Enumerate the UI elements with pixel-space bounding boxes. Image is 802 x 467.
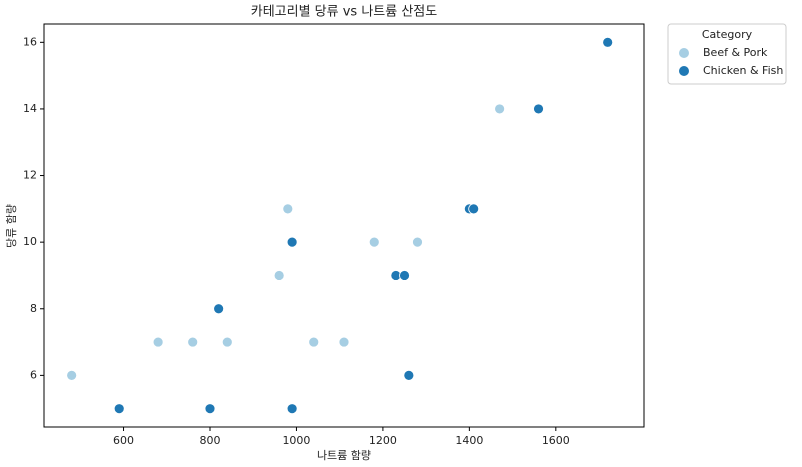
scatter-point <box>113 403 125 415</box>
legend-label: Beef & Pork <box>703 46 768 59</box>
scatter-point <box>468 203 480 215</box>
scatter-point <box>204 403 216 415</box>
scatter-point <box>602 36 614 48</box>
x-tick-label: 1600 <box>542 434 570 447</box>
scatter-point <box>66 369 78 381</box>
scatter-point <box>286 236 298 248</box>
legend-title: Category <box>702 28 753 41</box>
scatter-point <box>187 336 199 348</box>
scatter-point <box>403 369 415 381</box>
x-tick-label: 1400 <box>455 434 483 447</box>
y-tick-label: 14 <box>23 102 37 115</box>
scatter-point <box>273 270 285 281</box>
scatter-point <box>213 303 225 315</box>
y-tick-label: 16 <box>23 35 37 48</box>
scatter-point <box>533 103 544 115</box>
scatter-point <box>494 103 506 115</box>
scatter-point <box>152 336 164 348</box>
legend-label: Chicken & Fish <box>703 64 783 77</box>
legend-box <box>667 23 787 85</box>
legend-marker <box>679 66 689 76</box>
x-tick-label: 1200 <box>369 434 397 447</box>
scatter-point <box>308 336 320 348</box>
legend-marker <box>679 48 689 58</box>
scatter-point <box>221 336 233 348</box>
scatter-point <box>412 236 423 248</box>
y-tick-label: 10 <box>23 235 37 248</box>
x-tick-label: 800 <box>199 434 220 447</box>
y-axis-label: 당류 함량 <box>5 204 18 248</box>
x-tick-label: 1000 <box>282 434 310 447</box>
chart-title: 카테고리별 당류 vs 나트륨 산점도 <box>251 5 438 20</box>
y-tick-label: 6 <box>30 368 37 381</box>
x-tick-label: 600 <box>113 434 134 447</box>
x-axis-label: 나트륨 함량 <box>317 449 371 462</box>
scatter-point <box>286 403 298 415</box>
scatter-point <box>338 336 350 348</box>
scatter-point <box>399 270 410 281</box>
scatter-point <box>282 203 294 215</box>
scatter-point <box>368 236 380 248</box>
y-tick-label: 8 <box>30 302 37 315</box>
plot-frame <box>43 23 645 428</box>
y-tick-label: 12 <box>23 169 37 182</box>
